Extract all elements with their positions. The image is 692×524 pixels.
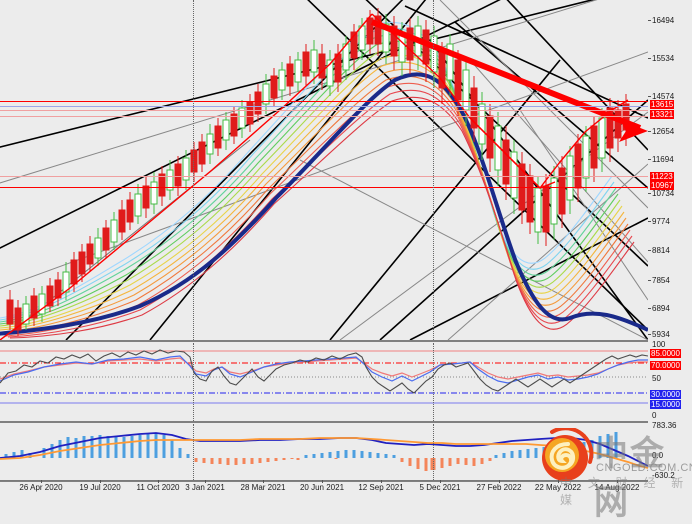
- date-cursor-rsi-1: [193, 343, 194, 421]
- heavy-moving-average: [0, 72, 648, 336]
- x-label-3: 3 Jan 2021: [185, 483, 225, 492]
- level-line-blue: [0, 106, 648, 107]
- panel-separator-top: [0, 340, 648, 342]
- price-tick-10734: 10734: [647, 189, 675, 198]
- price-tick-5934: 5934: [648, 330, 670, 339]
- resistance-line-13615: [0, 101, 648, 102]
- support-line-10967: [0, 187, 648, 188]
- date-cursor-line-2: [433, 0, 434, 340]
- price-tick-6894: 6894: [648, 304, 670, 313]
- date-cursor-line-macd: [193, 424, 194, 480]
- x-axis[interactable]: 26 Apr 2020 19 Jul 2020 11 Oct 2020 3 Ja…: [0, 480, 648, 494]
- secondary-trendline-group: [0, 0, 648, 340]
- price-tick-8814: 8814: [648, 246, 670, 255]
- rsi-axis-100: 100: [652, 340, 666, 349]
- candlestick-series: [6, 8, 630, 336]
- x-label-2: 11 Oct 2020: [136, 483, 180, 492]
- x-label-9: 22 May 2022: [534, 483, 582, 492]
- price-chart-panel[interactable]: [0, 0, 648, 340]
- level-line-pink-2: [0, 116, 648, 117]
- price-tick-11694: 11694: [648, 155, 674, 164]
- price-badge-13321[interactable]: 13321: [650, 110, 675, 119]
- x-label-7: 5 Dec 2021: [419, 483, 461, 492]
- rsi-badge-85[interactable]: 85.0000: [650, 349, 681, 358]
- rsi-panel[interactable]: [0, 343, 648, 421]
- price-badge-11223[interactable]: 11223: [650, 172, 674, 181]
- level-line-pink-1: [0, 110, 648, 111]
- x-label-4: 28 Mar 2021: [240, 483, 286, 492]
- date-cursor-macd-2: [433, 424, 434, 480]
- rsi-axis-50: 50: [652, 374, 661, 383]
- price-plot: [0, 0, 648, 340]
- rsi-series-mid: [0, 355, 648, 384]
- price-badge-10967[interactable]: 10967: [650, 181, 675, 190]
- rsi-axis-0: 0: [652, 411, 657, 420]
- macd-axis-min: -630.2: [652, 471, 675, 480]
- x-label-0: 26 Apr 2020: [19, 483, 63, 492]
- macd-plot: [0, 432, 648, 471]
- price-axis[interactable]: 16494 15534 14574 12654 11694 10734 9774…: [647, 0, 692, 482]
- rsi-series-slow: [0, 357, 648, 380]
- price-tick-14574: 14574: [647, 92, 675, 101]
- price-tick-9774: 9774: [648, 217, 670, 226]
- x-label-8: 27 Feb 2022: [476, 483, 522, 492]
- red-pattern-lines: [0, 13, 629, 340]
- x-label-6: 12 Sep 2021: [358, 483, 404, 492]
- price-tick-16494: 16494: [647, 16, 675, 25]
- rsi-badge-15[interactable]: 15.0000: [650, 400, 681, 409]
- panel-separator-bottom: [0, 480, 648, 482]
- price-badge-13615[interactable]: 13615: [650, 100, 675, 109]
- macd-axis-max: 783.36: [652, 421, 677, 430]
- rsi-badge-30[interactable]: 30.0000: [650, 390, 681, 399]
- rsi-plot: [0, 349, 648, 404]
- x-axis-line: [0, 480, 648, 481]
- x-label-1: 19 Jul 2020: [79, 483, 121, 492]
- x-label-10: 14 Aug 2022: [594, 483, 640, 492]
- date-cursor-rsi-2: [433, 343, 434, 421]
- level-line-pink-3: [0, 176, 648, 177]
- rsi-series-fast: [0, 349, 648, 394]
- x-label-5: 20 Jun 2021: [299, 483, 345, 492]
- price-tick-7854: 7854: [648, 276, 670, 285]
- macd-axis-zero: 0.0: [652, 451, 664, 460]
- macd-panel[interactable]: [0, 424, 648, 480]
- panel-separator-mid: [0, 421, 648, 423]
- rsi-badge-70[interactable]: 70.0000: [650, 361, 681, 370]
- price-tick-15534: 15534: [647, 54, 675, 63]
- date-cursor-line-1: [193, 0, 194, 340]
- price-tick-12654: 12654: [647, 127, 675, 136]
